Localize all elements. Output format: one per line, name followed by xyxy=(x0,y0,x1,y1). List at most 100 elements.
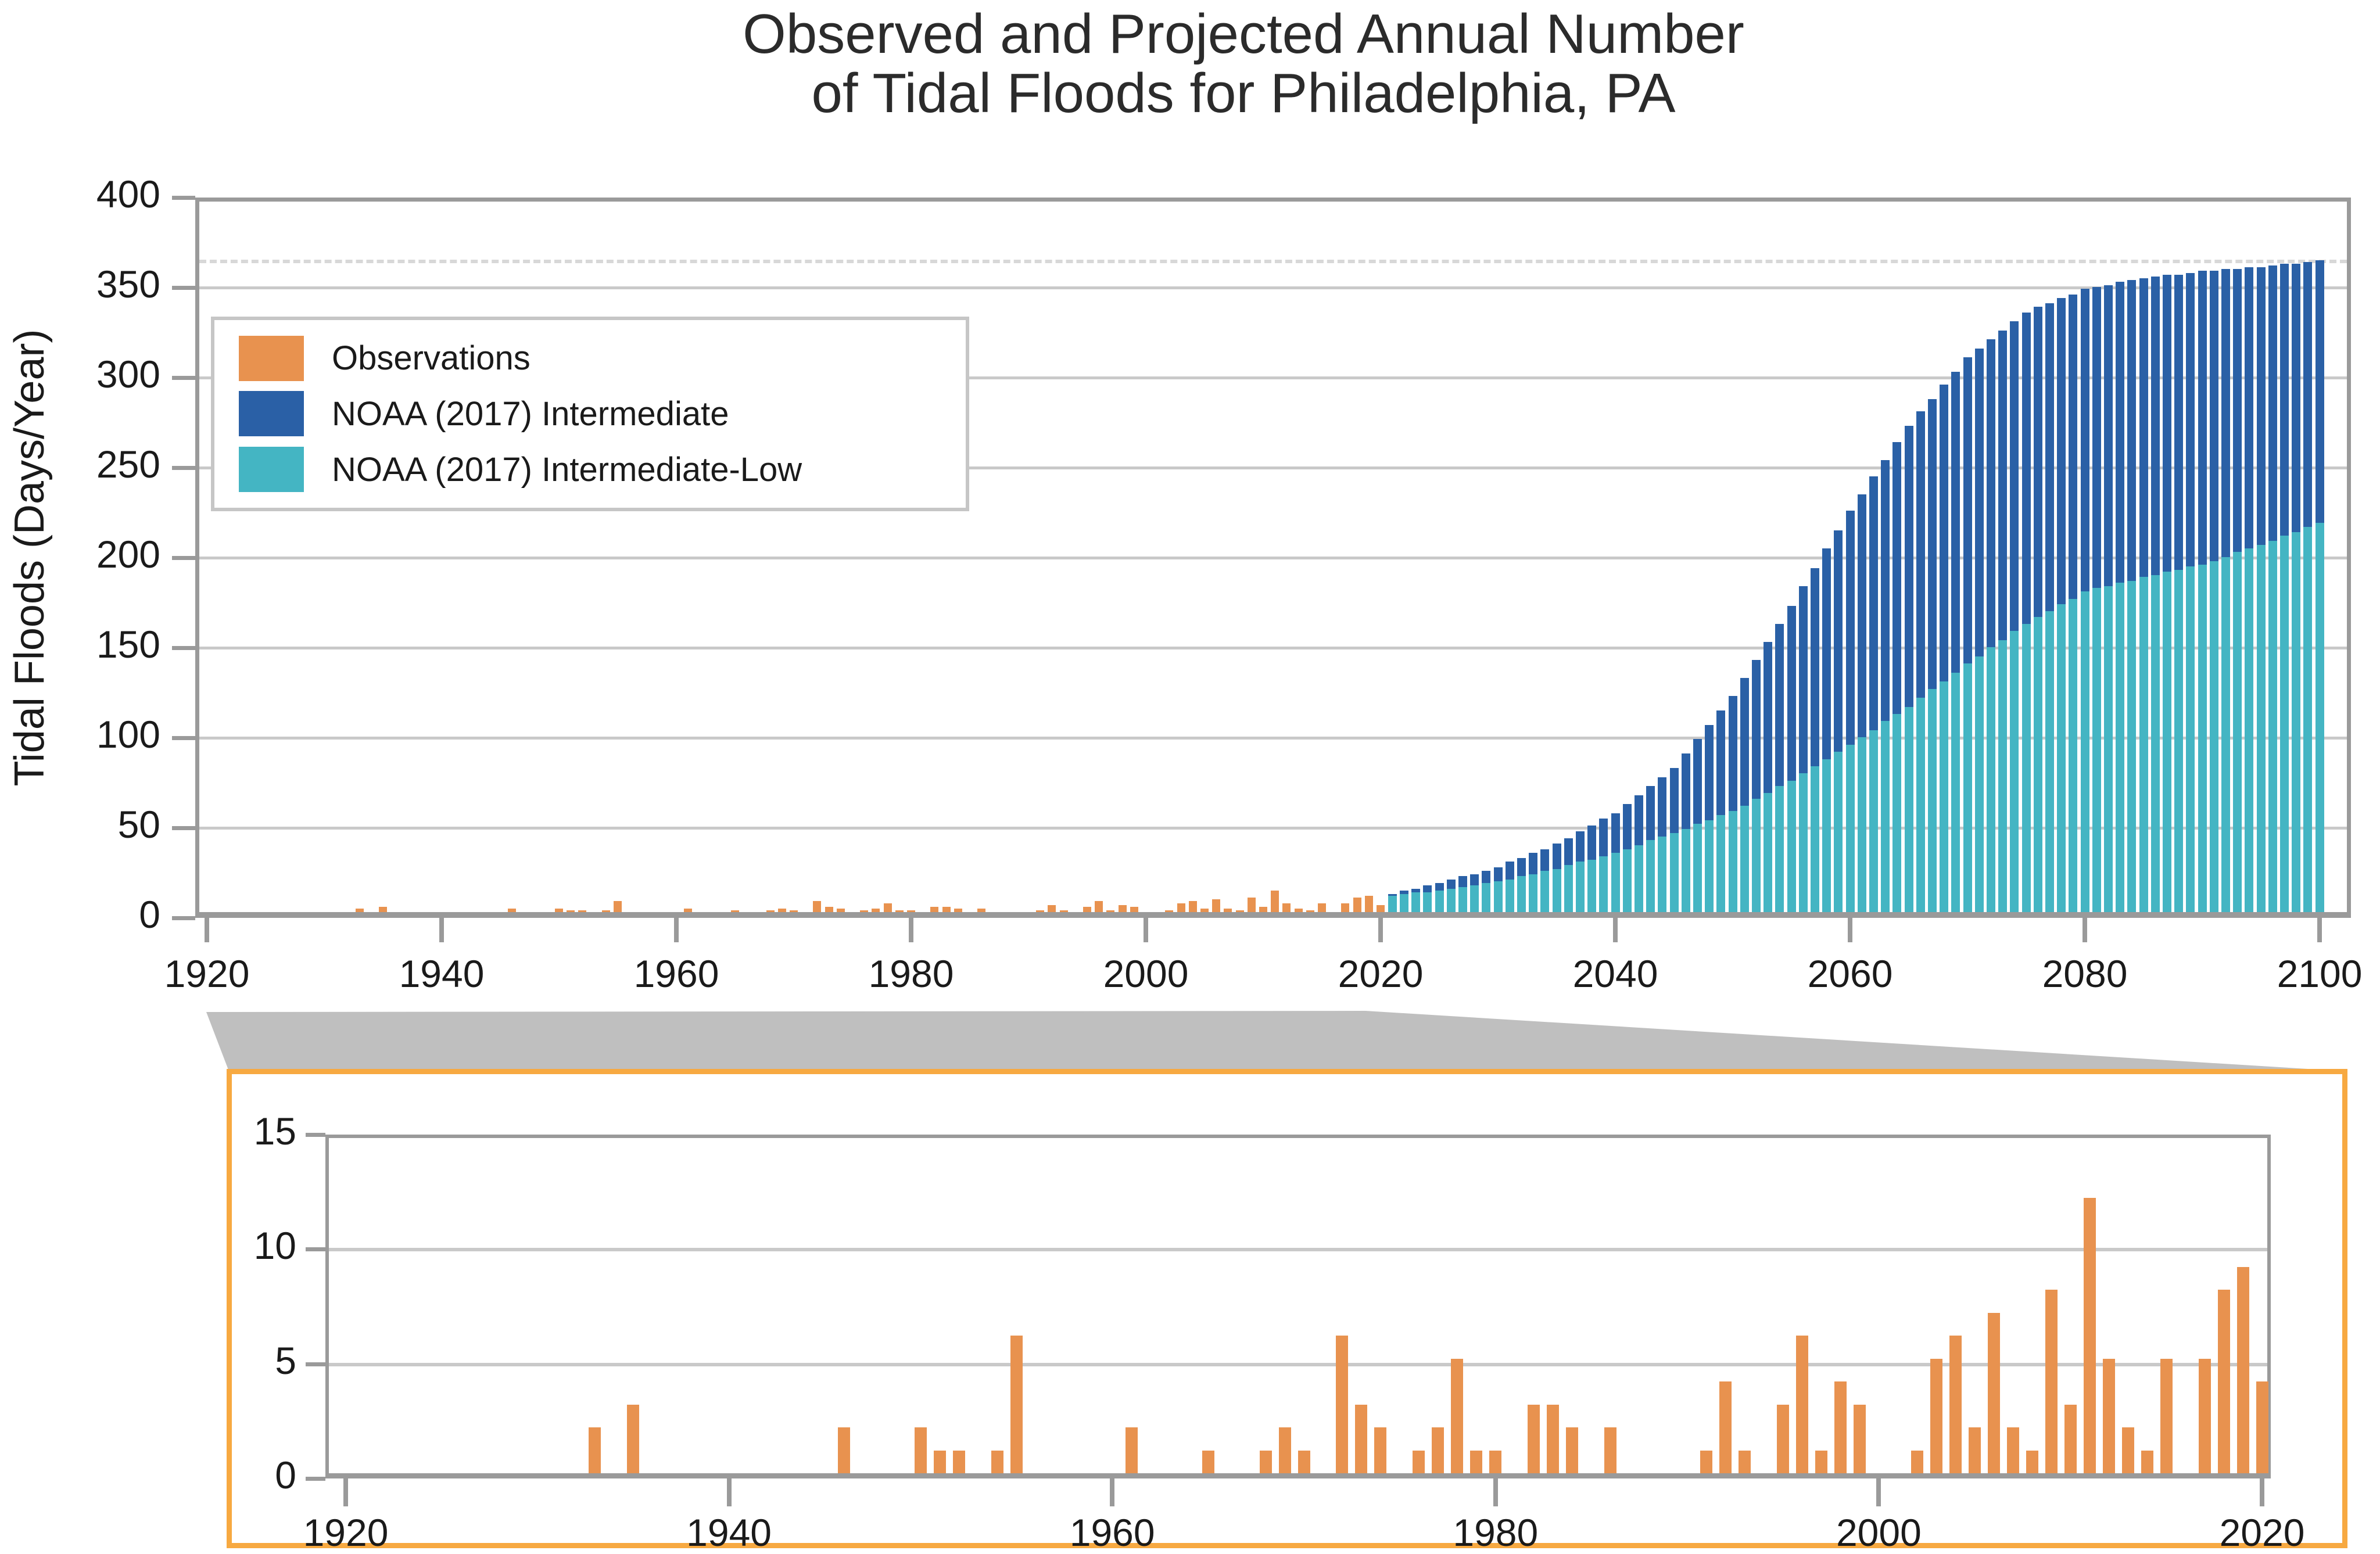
bar-observation-1986 xyxy=(977,908,986,912)
bar-observation-2003 xyxy=(1177,903,1185,912)
x-tick xyxy=(1613,918,1618,942)
bar-intermediate-low-2056 xyxy=(1798,773,1808,912)
bar-observation-2008 xyxy=(1235,910,1244,912)
x-tick-label: 2060 xyxy=(1807,952,1893,995)
x-tick-label: 1920 xyxy=(164,952,250,995)
bar-intermediate-low-2066 xyxy=(1916,698,1925,912)
bar-intermediate-low-2089 xyxy=(2186,566,2195,912)
bar-intermediate-low-2044 xyxy=(1658,836,1667,912)
y-tick xyxy=(172,826,195,830)
x-tick xyxy=(2082,918,2087,942)
x-tick xyxy=(1144,918,1148,942)
bar-intermediate-low-2025 xyxy=(1435,890,1444,912)
inset-x-tick-label: 1920 xyxy=(303,1511,389,1554)
inset-bar-observation-1999 xyxy=(1853,1404,1866,1473)
y-tick-label: 400 xyxy=(96,173,160,216)
inset-bar-observation-2007 xyxy=(2006,1427,2019,1473)
x-tick-label: 1960 xyxy=(633,952,719,995)
bar-intermediate-low-2094 xyxy=(2245,548,2254,912)
x-tick-label: 1940 xyxy=(399,952,485,995)
gridline-50 xyxy=(199,827,2347,830)
inset-bar-observation-1982 xyxy=(1528,1404,1540,1473)
chart-title-line1: Observed and Projected Annual Number xyxy=(743,3,1744,65)
x-tick-label: 2040 xyxy=(1572,952,1658,995)
bar-intermediate-low-2023 xyxy=(1411,892,1421,912)
bar-observation-1969 xyxy=(777,908,786,912)
bar-intermediate-low-2059 xyxy=(1834,752,1843,912)
y-tick-label: 200 xyxy=(96,533,160,576)
gridline-300 xyxy=(199,376,2347,379)
bar-intermediate-low-2087 xyxy=(2162,572,2171,912)
bar-observation-1999 xyxy=(1130,906,1138,912)
bar-observation-1973 xyxy=(825,906,833,912)
inset-bar-observation-1965 xyxy=(1202,1450,1214,1473)
x-tick xyxy=(439,918,444,942)
bar-intermediate-low-2093 xyxy=(2233,552,2242,912)
main-chart-plot-area xyxy=(195,198,2351,918)
bar-intermediate-low-2099 xyxy=(2303,526,2313,912)
bar-intermediate-low-2055 xyxy=(1787,780,1796,912)
bar-observation-2018 xyxy=(1353,898,1361,912)
bar-observation-1980 xyxy=(907,910,915,912)
bar-intermediate-low-2100 xyxy=(2315,523,2324,912)
inset-bar-observation-1933 xyxy=(589,1427,601,1473)
reference-line-365 xyxy=(199,259,2347,263)
bar-intermediate-low-2035 xyxy=(1552,868,1561,912)
legend: Observations NOAA (2017) Intermediate NO… xyxy=(211,317,969,511)
bar-intermediate-low-2063 xyxy=(1881,721,1890,912)
inset-y-tick xyxy=(306,1477,325,1481)
inset-bar-observation-1978 xyxy=(1451,1358,1464,1473)
inset-bar-observation-2003 xyxy=(1930,1358,1942,1473)
inset-bar-observation-2008 xyxy=(2026,1450,2038,1473)
inset-bar-observation-2010 xyxy=(2064,1404,2077,1473)
bar-observation-1983 xyxy=(942,906,951,912)
bar-observation-1965 xyxy=(731,910,739,912)
inset-bar-observation-1992 xyxy=(1719,1381,1732,1473)
gridline-100 xyxy=(199,737,2347,740)
inset-x-tick-label: 1940 xyxy=(686,1511,772,1554)
bar-intermediate-low-2076 xyxy=(2033,616,2042,912)
bar-intermediate-low-2024 xyxy=(1423,892,1432,912)
x-tick xyxy=(205,918,209,942)
inset-bar-observation-1950 xyxy=(914,1427,927,1473)
inset-gridline-5 xyxy=(329,1362,2267,1366)
bar-observation-1992 xyxy=(1048,905,1056,912)
inset-bar-observation-1951 xyxy=(933,1450,946,1473)
bar-observation-1933 xyxy=(355,908,364,912)
bar-observation-1972 xyxy=(813,901,822,912)
bar-intermediate-low-2053 xyxy=(1764,793,1773,912)
bar-observation-1991 xyxy=(1036,910,1045,912)
bar-intermediate-low-2085 xyxy=(2139,577,2148,912)
inset-bar-observation-2006 xyxy=(1987,1312,2000,1473)
inset-bar-observation-2013 xyxy=(2121,1427,2134,1473)
chart-title: Observed and Projected Annual Number of … xyxy=(232,5,2254,123)
inset-x-tick-label: 2000 xyxy=(1836,1511,1922,1554)
bar-intermediate-low-2022 xyxy=(1399,894,1408,912)
bar-intermediate-low-2037 xyxy=(1575,862,1585,912)
bar-intermediate-low-2049 xyxy=(1716,814,1726,912)
y-tick xyxy=(172,286,195,290)
bar-intermediate-low-2039 xyxy=(1599,856,1608,912)
inset-bar-observation-1998 xyxy=(1834,1381,1847,1473)
y-tick xyxy=(172,376,195,380)
inset-x-tick xyxy=(1110,1478,1115,1506)
y-tick xyxy=(172,916,195,920)
bar-intermediate-low-2077 xyxy=(2045,611,2054,912)
bar-intermediate-low-2078 xyxy=(2057,604,2066,912)
y-tick-label: 0 xyxy=(139,893,160,936)
inset-x-tick xyxy=(2260,1478,2264,1506)
bar-intermediate-low-2028 xyxy=(1470,885,1479,912)
bar-observation-2006 xyxy=(1212,899,1221,912)
inset-plot-area xyxy=(325,1135,2271,1478)
inset-y-tick-label: 0 xyxy=(275,1453,296,1496)
inset-x-tick xyxy=(726,1478,732,1506)
inset-bar-observation-2019 xyxy=(2236,1266,2249,1473)
inset-bar-observation-1946 xyxy=(837,1427,850,1473)
bar-intermediate-low-2083 xyxy=(2116,582,2125,912)
gridline-250 xyxy=(199,466,2347,469)
inset-bar-observation-1974 xyxy=(1374,1427,1387,1473)
bar-intermediate-low-2090 xyxy=(2198,564,2207,912)
bar-observation-1984 xyxy=(954,908,962,912)
bar-intermediate-low-2027 xyxy=(1458,887,1467,912)
y-tick xyxy=(172,466,195,470)
